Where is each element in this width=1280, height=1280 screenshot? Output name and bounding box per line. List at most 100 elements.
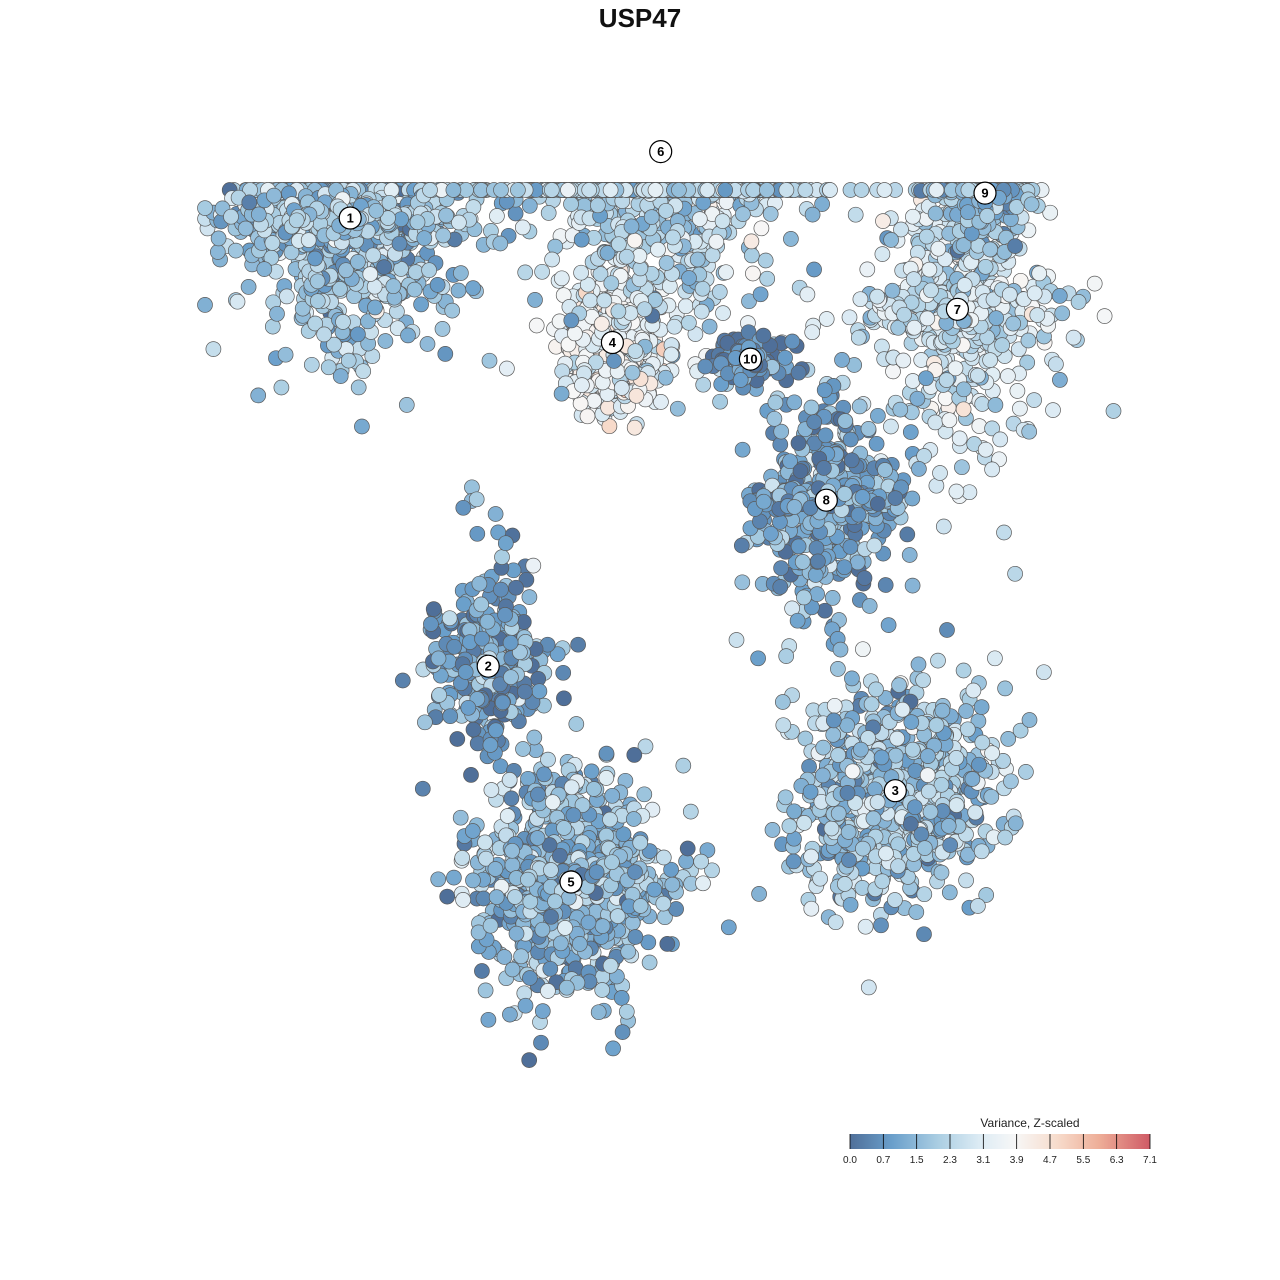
cell-point [598,770,615,786]
cell-point [515,741,531,757]
cell-point [488,889,505,905]
cell-point [594,918,611,934]
cell-point [720,919,737,936]
cell-point [477,834,493,851]
cell-point [932,465,948,481]
cell-point [942,837,959,853]
cell-point [563,312,580,329]
cell-point [997,829,1013,846]
cell-point [520,871,536,888]
cell-point [916,926,932,943]
cell-point [534,921,551,938]
cell-point [489,208,505,224]
cell-point [930,652,946,669]
cell-point [1007,565,1023,582]
cell-points [197,182,1122,1068]
cell-point [463,767,479,783]
cell-point [543,908,559,925]
cell-point [482,917,499,934]
cell-point [527,292,543,308]
cell-point [477,982,494,999]
cell-point [940,818,957,834]
cell-point [586,781,602,797]
cell-point [814,767,831,784]
cell-point [681,270,697,286]
cell-point [300,232,317,248]
cell-point [878,845,894,862]
cell-point [332,281,348,297]
cell-point [598,745,615,762]
cell-point [928,717,945,733]
cell-point [920,783,937,800]
cell-point [693,853,709,870]
cell-point [552,935,569,952]
cell-point [558,979,575,996]
cell-point [844,670,860,687]
cell-point [409,214,426,231]
cell-point [480,1011,497,1028]
cell-point [223,208,239,225]
cell-point [971,418,988,434]
cell-point [350,326,366,343]
cell-point [553,385,570,402]
cell-point [759,182,775,198]
cell-point [376,259,392,275]
cell-point [529,830,546,846]
cell-point [751,886,767,902]
cell-point [825,712,842,729]
cell-point [460,699,477,716]
cell-point [481,352,498,369]
cell-point [796,815,813,831]
cell-point [717,182,734,198]
cell-point [636,301,653,318]
cell-point [847,206,864,223]
cell-point [508,579,524,596]
cell-point [419,336,436,352]
cell-point [465,280,481,296]
cell-point [735,206,751,222]
cell-point [269,305,285,322]
cell-point [493,182,509,198]
cell-point [959,721,976,738]
cell-point [857,918,874,935]
cell-point [416,230,433,247]
cell-point [803,848,819,865]
cell-point [704,247,721,264]
cell-point [1012,400,1028,417]
cell-point [425,601,442,617]
cell-point [628,387,645,404]
cell-point [708,233,725,250]
cell-point [573,264,589,281]
cell-point [439,888,456,905]
cell-point [971,756,987,773]
cell-point [659,936,676,952]
cell-point [528,317,545,334]
cell-point [521,197,538,214]
cell-point [266,187,282,204]
cell-point [596,292,613,309]
cell-point [547,238,564,255]
cell-point [853,741,869,758]
cell-point [521,589,538,605]
cell-point [526,729,543,746]
cell-point [855,840,871,857]
cell-point [355,363,372,380]
cell-point [802,783,819,800]
cell-point [241,194,258,211]
cell-point [503,790,520,807]
cell-point [859,261,876,278]
cell-point [873,749,890,766]
cell-point [471,575,488,592]
cell-point [855,641,871,658]
cell-point [657,369,674,386]
cell-point [602,957,619,974]
cell-point [785,853,802,870]
cell-point [510,182,526,198]
cell-point [547,893,563,910]
cell-point [891,677,907,693]
cell-point [606,353,622,369]
cell-point [534,1003,551,1019]
cell-point [874,873,891,890]
cell-point [544,794,561,811]
cell-point [475,890,492,907]
